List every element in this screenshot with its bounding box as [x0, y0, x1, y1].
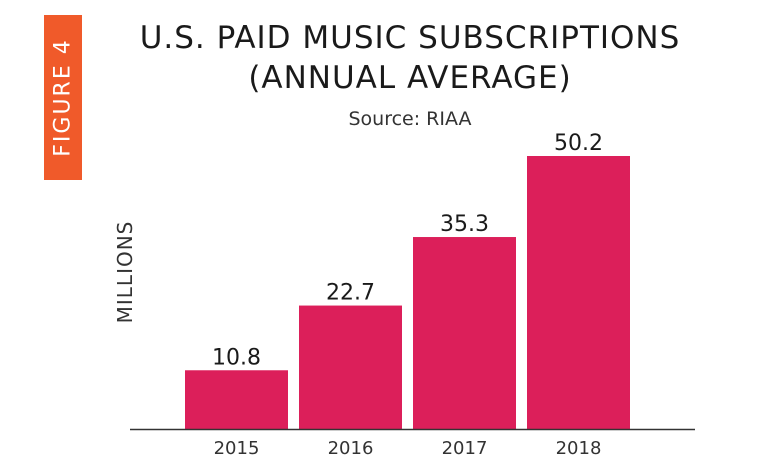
x-tick-label-2015: 2015 [214, 438, 260, 459]
chart-source: Source: RIAA [348, 108, 472, 130]
bar-2017 [413, 237, 516, 429]
x-tick-label-2017: 2017 [442, 438, 488, 459]
value-label-2015: 10.8 [212, 345, 261, 370]
figure-label-tag: FIGURE 4 [44, 15, 82, 180]
value-label-2016: 22.7 [326, 281, 375, 306]
bar-2015 [185, 370, 288, 429]
value-label-2018: 50.2 [554, 131, 603, 156]
x-tick-labels-group: 2015 2016 2017 2018 [214, 438, 602, 459]
bar-2018 [527, 156, 630, 429]
bar-2016 [299, 305, 402, 429]
bars-group [185, 156, 630, 429]
y-axis-label: MILLIONS [113, 221, 137, 324]
x-tick-label-2018: 2018 [556, 438, 602, 459]
value-labels-group: 10.8 22.7 35.3 50.2 [212, 131, 603, 370]
chart-title: U.S. PAID MUSIC SUBSCRIPTIONS [139, 20, 681, 56]
chart-subtitle: (ANNUAL AVERAGE) [248, 60, 572, 96]
value-label-2017: 35.3 [440, 212, 489, 237]
x-tick-label-2016: 2016 [328, 438, 374, 459]
